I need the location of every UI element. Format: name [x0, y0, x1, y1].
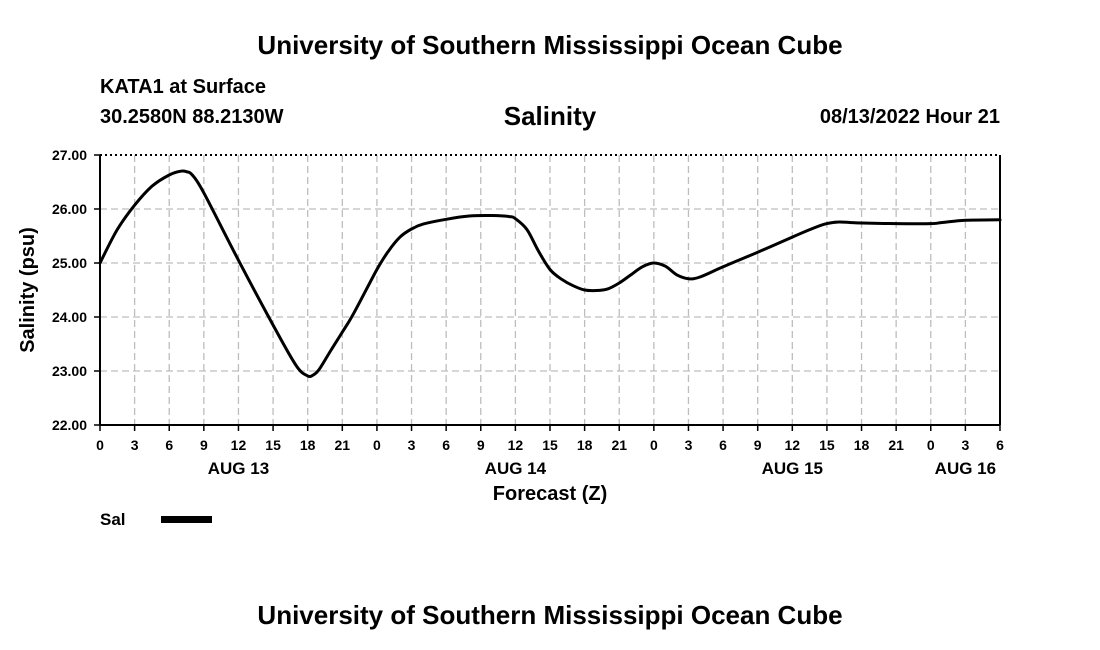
x-tick-label: 0: [927, 437, 935, 453]
x-tick-label: 18: [300, 437, 316, 453]
x-axis-ticks: 0 3 6 9 12 15 18 21 0 3 6 9 12 15 18 21 0 3 6 9 12 15 18 21 0 3 6: [96, 425, 1004, 453]
x-date-label: AUG 16: [935, 459, 996, 478]
x-tick-label: 3: [408, 437, 416, 453]
x-tick-label: 0: [650, 437, 658, 453]
x-tick-label: 21: [611, 437, 627, 453]
y-tick-label: 27.00: [52, 147, 87, 163]
x-tick-label: 9: [477, 437, 485, 453]
chart-grid: [100, 155, 1000, 425]
legend-label: Sal: [100, 510, 126, 529]
y-tick-label: 24.00: [52, 309, 87, 325]
chart-title: Salinity: [503, 101, 597, 131]
x-tick-label: 15: [819, 437, 835, 453]
station-label: KATA1 at Surface: [100, 76, 266, 98]
x-date-label: AUG 13: [208, 459, 269, 478]
y-tick-label: 22.00: [52, 417, 87, 433]
x-tick-label: 12: [785, 437, 801, 453]
legend-swatch: [161, 516, 212, 523]
x-tick-label: 18: [577, 437, 593, 453]
x-tick-label: 6: [996, 437, 1004, 453]
y-tick-label: 25.00: [52, 255, 87, 271]
x-axis-label: Forecast (Z): [493, 483, 607, 505]
x-axis-date-labels: AUG 13 AUG 14 AUG 15 AUG 16: [208, 459, 996, 478]
x-tick-label: 12: [231, 437, 247, 453]
x-tick-label: 21: [888, 437, 904, 453]
x-tick-label: 9: [754, 437, 762, 453]
station-coordinates: 30.2580N 88.2130W: [100, 106, 284, 128]
x-date-label: AUG 15: [762, 459, 823, 478]
x-tick-label: 0: [373, 437, 381, 453]
x-tick-label: 3: [685, 437, 693, 453]
x-tick-label: 21: [335, 437, 351, 453]
series-line-sal: [98, 169, 1002, 379]
y-tick-label: 23.00: [52, 363, 87, 379]
x-tick-label: 6: [719, 437, 727, 453]
page-title: University of Southern Mississippi Ocean…: [257, 30, 843, 60]
x-tick-label: 6: [165, 437, 173, 453]
x-tick-label: 3: [131, 437, 139, 453]
x-tick-label: 12: [508, 437, 524, 453]
y-tick-label: 26.00: [52, 201, 87, 217]
y-axis-ticks: 22.00 23.00 24.00 25.00 26.00 27.00: [52, 147, 100, 433]
x-tick-label: 0: [96, 437, 104, 453]
x-tick-label: 15: [542, 437, 558, 453]
x-tick-label: 3: [961, 437, 969, 453]
footer-title: University of Southern Mississippi Ocean…: [257, 600, 843, 630]
y-axis-label: Salinity (psu): [17, 227, 39, 353]
x-date-label: AUG 14: [485, 459, 547, 478]
x-tick-label: 15: [265, 437, 281, 453]
forecast-datetime: 08/13/2022 Hour 21: [819, 106, 1000, 128]
x-tick-label: 18: [854, 437, 870, 453]
x-tick-label: 6: [442, 437, 450, 453]
x-tick-label: 9: [200, 437, 208, 453]
